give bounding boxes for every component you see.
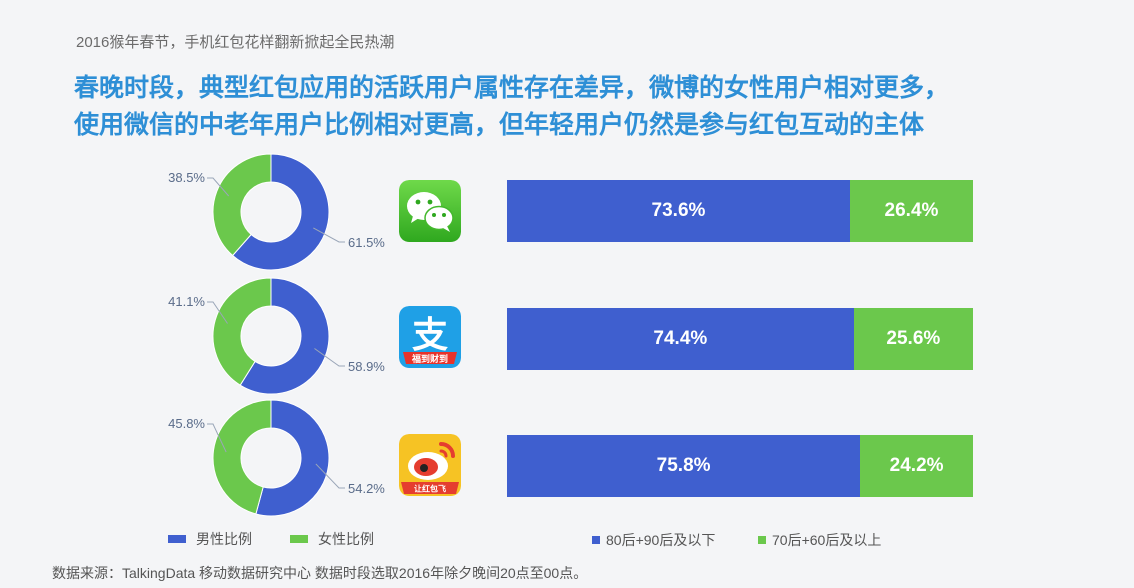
legend-swatch-male [168,535,186,543]
age-bar-weibo: 75.8% 24.2% [507,435,973,497]
old-segment: 24.2% [860,435,973,497]
app-row-weibo: 54.2% 45.8% 让红包飞 75.8% 24.2% [0,398,1134,518]
alipay-icon: 支 福到财到 [399,306,461,368]
old-label: 25.6% [886,328,941,349]
donut-leader-male [315,463,345,489]
donut-slice-female [212,277,272,386]
alipay-icon-glyph: 支 [412,315,448,356]
young-label: 74.4% [653,328,708,349]
data-source-note: 数据来源：TalkingData 移动数据研究中心 数据时段选取2016年除夕晚… [52,565,588,581]
donut-slice-female [212,153,272,257]
gender-donut-weibo: 54.2% 45.8% [168,399,385,517]
old-segment: 25.6% [853,308,973,370]
young-segment: 74.4% [507,308,854,370]
legend-label-old: 70后+60后及以上 [772,532,882,548]
headline-line-2: 使用微信的中老年用户比例相对更高，但年轻用户仍然是参与红包互动的主体 [74,111,925,139]
donut-label-female: 38.5% [168,170,205,185]
page-subtitle: 2016猴年春节，手机红包花样翻新掀起全民热潮 [76,34,395,51]
donut-label-male: 58.9% [348,359,385,374]
donut-slice-male [239,277,330,395]
old-label: 26.4% [884,200,939,221]
gender-donut-alipay: 58.9% 41.1% [168,277,385,395]
weibo-icon-caption: 让红包飞 [414,484,446,494]
young-label: 75.8% [656,455,711,476]
legend-label-female: 女性比例 [318,531,374,547]
donut-slice-female [212,399,272,515]
legend-swatch-female [290,535,308,543]
donut-slice-male [255,399,330,517]
legend-female: 女性比例 [290,529,374,549]
donut-leader-female [207,301,228,324]
legend-young: 80后+90后及以下 [592,530,715,550]
gender-donut-wechat: 61.5% 38.5% [168,153,385,271]
young-label: 73.6% [651,200,706,221]
donut-leader-female [207,177,230,197]
legend-old: 70后+60后及以上 [758,530,881,550]
donut-leader-female [207,423,227,453]
age-bar-alipay: 74.4% 25.6% [507,308,973,370]
donut-label-female: 41.1% [168,294,205,309]
headline-line-1: 春晚时段，典型红包应用的活跃用户属性存在差异，微博的女性用户相对更多， [74,74,950,102]
old-label: 24.2% [889,455,944,476]
donut-slice-male [231,153,330,271]
app-row-wechat: 61.5% 38.5% 73.6% 26.4% [0,152,1134,272]
young-segment: 75.8% [507,435,861,497]
donut-leader-male [313,227,345,243]
app-row-alipay: 58.9% 41.1% 支 福到财到 74.4% 25.6% [0,276,1134,396]
legend-swatch-young [592,536,600,544]
wechat-icon [399,180,461,242]
donut-leader-male [314,348,345,367]
young-segment: 73.6% [507,180,850,242]
age-bar-wechat: 73.6% 26.4% [507,180,973,242]
donut-label-female: 45.8% [168,416,205,431]
donut-label-male: 54.2% [348,481,385,496]
page-headline: 春晚时段，典型红包应用的活跃用户属性存在差异，微博的女性用户相对更多， 使用微信… [74,70,1114,144]
alipay-icon-caption: 福到财到 [411,353,448,365]
legend-label-young: 80后+90后及以下 [606,532,716,548]
legend-male: 男性比例 [168,529,252,549]
legend-label-male: 男性比例 [196,531,252,547]
old-segment: 26.4% [849,180,973,242]
weibo-icon: 让红包飞 [399,434,461,496]
legend-swatch-old [758,536,766,544]
donut-label-male: 61.5% [348,235,385,250]
